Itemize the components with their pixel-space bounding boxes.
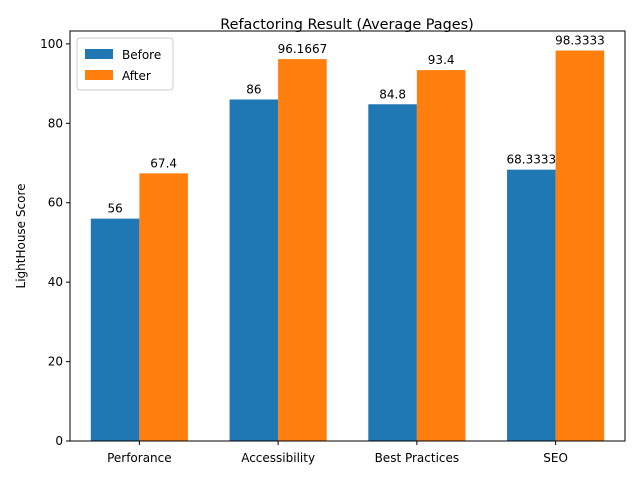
y-axis: 0 20 40 60 80 100: [40, 37, 70, 448]
bar-after-3: [555, 50, 605, 442]
y-tick-label-0: 0: [55, 434, 63, 448]
y-tick-label-1: 20: [48, 355, 63, 369]
legend-swatch-after: [85, 70, 113, 80]
x-tick-label-1: Accessibility: [241, 451, 315, 465]
bar-before-2: [368, 104, 417, 442]
plot-frame: [69, 30, 626, 442]
x-tick-label-3: SEO: [543, 451, 568, 465]
chart-title: Refactoring Result (Average Pages): [220, 17, 473, 33]
y-axis-label: LightHouse Score: [14, 184, 28, 289]
bar-before-1: [229, 99, 279, 442]
value-label-after-2: 93.4: [428, 53, 455, 67]
value-label-before-2: 84.8: [379, 87, 406, 101]
value-label-before-3: 68.3333: [507, 153, 557, 167]
value-label-after-3: 98.3333: [555, 34, 605, 48]
y-tick-label-3: 60: [48, 196, 63, 210]
y-tick-label-4: 80: [48, 116, 63, 130]
value-label-before-0: 56: [107, 202, 122, 216]
y-tick-label-5: 100: [40, 37, 63, 51]
bar-after-0: [139, 173, 188, 442]
x-tick-label-0: Perforance: [107, 451, 172, 465]
bar-before-0: [90, 218, 140, 441]
value-label-before-1: 86: [246, 82, 261, 96]
value-label-after-1: 96.1667: [278, 42, 328, 56]
legend-label-before: Before: [122, 48, 161, 62]
x-axis: Perforance Accessibility Best Practices SEO: [107, 441, 568, 465]
legend-swatch-before: [85, 49, 113, 59]
bar-after-1: [278, 59, 327, 442]
value-labels-group: 56 86 84.8 68.3333 67.4 96.1667 93.4 98.3333: [107, 34, 604, 216]
legend-label-after: After: [122, 69, 151, 83]
bar-before-3: [507, 169, 556, 441]
bar-after-2: [416, 70, 466, 441]
bars-group: [90, 50, 605, 442]
y-tick-label-2: 40: [48, 275, 63, 289]
value-label-after-0: 67.4: [150, 156, 177, 170]
x-tick-label-2: Best Practices: [375, 451, 460, 465]
legend: Before After: [76, 37, 174, 91]
